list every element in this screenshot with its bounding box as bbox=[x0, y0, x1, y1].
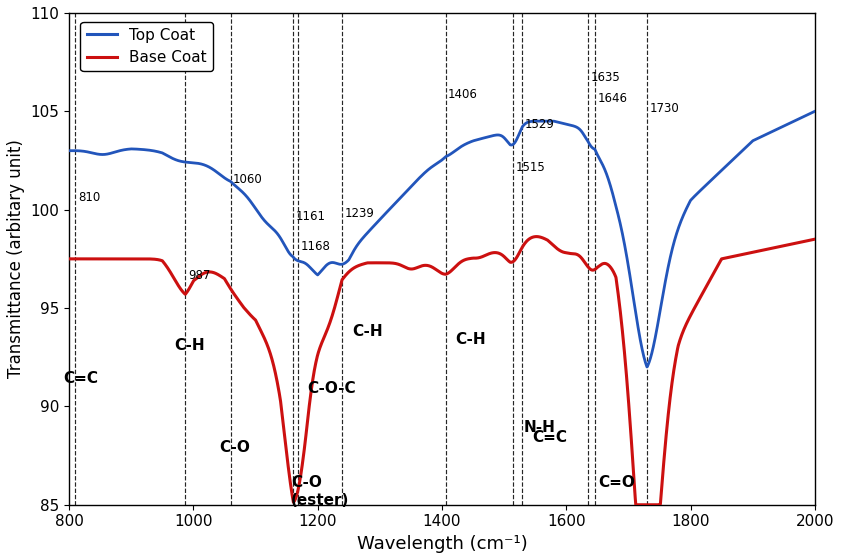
Text: 987: 987 bbox=[188, 269, 210, 282]
Y-axis label: Transmittance (arbitary unit): Transmittance (arbitary unit) bbox=[7, 139, 25, 379]
X-axis label: Wavelength (cm⁻¹): Wavelength (cm⁻¹) bbox=[357, 535, 527, 553]
Text: C-O-C: C-O-C bbox=[308, 381, 357, 396]
Text: 810: 810 bbox=[78, 191, 100, 204]
Legend: Top Coat, Base Coat: Top Coat, Base Coat bbox=[81, 22, 213, 72]
Text: C=C: C=C bbox=[532, 430, 567, 445]
Text: C-O
(ester): C-O (ester) bbox=[291, 475, 349, 508]
Text: 1060: 1060 bbox=[233, 173, 263, 186]
Text: 1646: 1646 bbox=[597, 92, 627, 105]
Text: C-H: C-H bbox=[174, 338, 204, 353]
Text: C=C: C=C bbox=[63, 371, 98, 386]
Text: C-H: C-H bbox=[352, 324, 383, 339]
Text: C=O: C=O bbox=[598, 475, 635, 490]
Text: 1406: 1406 bbox=[448, 88, 478, 101]
Text: C-O: C-O bbox=[220, 440, 251, 455]
Text: 1730: 1730 bbox=[649, 102, 680, 115]
Text: 1529: 1529 bbox=[525, 118, 554, 131]
Text: N-H: N-H bbox=[523, 420, 555, 435]
Text: 1515: 1515 bbox=[516, 161, 546, 174]
Text: 1168: 1168 bbox=[300, 240, 331, 253]
Text: C-H: C-H bbox=[456, 332, 486, 347]
Text: 1161: 1161 bbox=[296, 211, 326, 223]
Text: 1635: 1635 bbox=[590, 71, 620, 84]
Text: 1239: 1239 bbox=[344, 207, 374, 220]
